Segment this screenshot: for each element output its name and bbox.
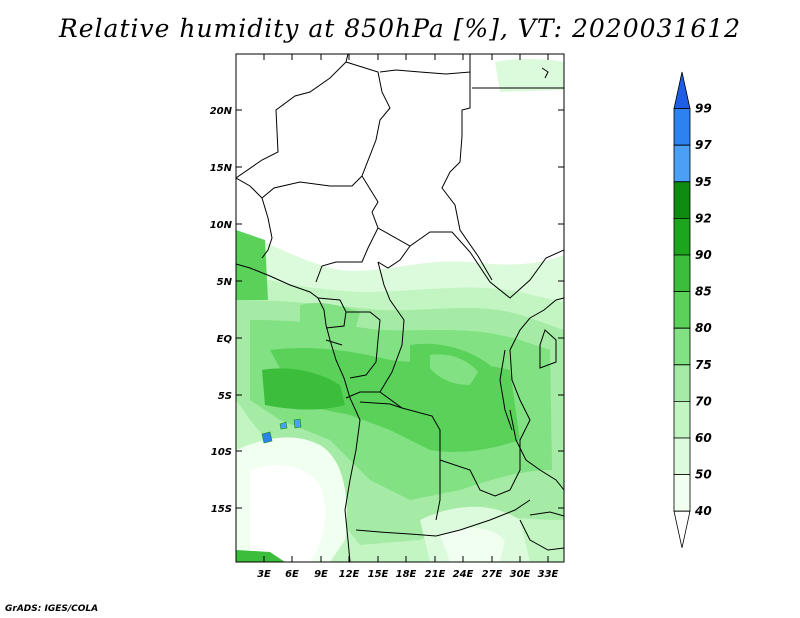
lat-label: 5N [217,277,233,288]
colorbar: 99 97 95 92 90 85 80 75 70 60 50 40 [673,71,712,548]
lat-label: 15S [211,504,232,515]
lat-label: 5S [218,391,232,402]
colorbar-label: 80 [695,321,712,335]
lat-label: 20N [210,106,233,117]
colorbar-segment [673,144,691,183]
colorbar-label: 75 [695,358,712,372]
lat-label: 10S [211,447,232,458]
colorbar-label: 85 [695,285,712,299]
lon-label: 24E [453,569,474,580]
colorbar-segment [673,254,691,292]
lat-label: 10N [210,220,233,231]
chart-title: Relative humidity at 850hPa [%], VT: 202… [58,14,742,43]
lat-label: EQ [217,334,233,345]
colorbar-label: 90 [695,248,712,262]
lat-label: 15N [210,163,233,174]
lon-axis: 3E 6E 9E 12E 15E 18E 21E 24E 27E 30E 33E [257,54,559,580]
lon-label: 33E [538,569,559,580]
colorbar-segment [673,71,691,109]
colorbar-label: 99 [695,102,712,116]
humidity-field [236,54,564,562]
grads-credit: GrADS: IGES/COLA [5,604,99,614]
lon-label: 9E [314,569,328,580]
lon-label: 30E [510,569,531,580]
colorbar-segment [673,218,691,256]
colorbar-label: 97 [695,138,712,152]
colorbar-segment [673,327,691,366]
country-borders [236,54,564,562]
colorbar-label: 92 [695,211,712,225]
lon-label: 18E [396,569,417,580]
colorbar-segment [673,401,691,439]
lon-label: 21E [425,569,446,580]
colorbar-label: 70 [695,394,712,408]
colorbar-label: 50 [695,468,712,482]
colorbar-segments [673,71,691,548]
colorbar-segment [673,181,691,219]
colorbar-segment [673,510,691,548]
colorbar-segment [673,474,691,512]
lon-label: 27E [482,569,503,580]
colorbar-label: 40 [694,504,712,518]
lon-label: 15E [368,569,389,580]
colorbar-label: 95 [695,175,712,189]
colorbar-segment [673,108,691,146]
map-frame [235,53,565,563]
lon-label: 12E [339,569,360,580]
colorbar-segment [673,437,691,475]
lon-label: 3E [257,569,271,580]
colorbar-segment [673,364,691,402]
lat-axis: 20N 15N 10N 5N EQ 5S 10S 15S [210,106,564,515]
lon-label: 6E [285,569,299,580]
colorbar-labels: 99 97 95 92 90 85 80 75 70 60 50 40 [694,102,712,519]
colorbar-segment [673,291,691,329]
colorbar-label: 60 [695,431,712,445]
